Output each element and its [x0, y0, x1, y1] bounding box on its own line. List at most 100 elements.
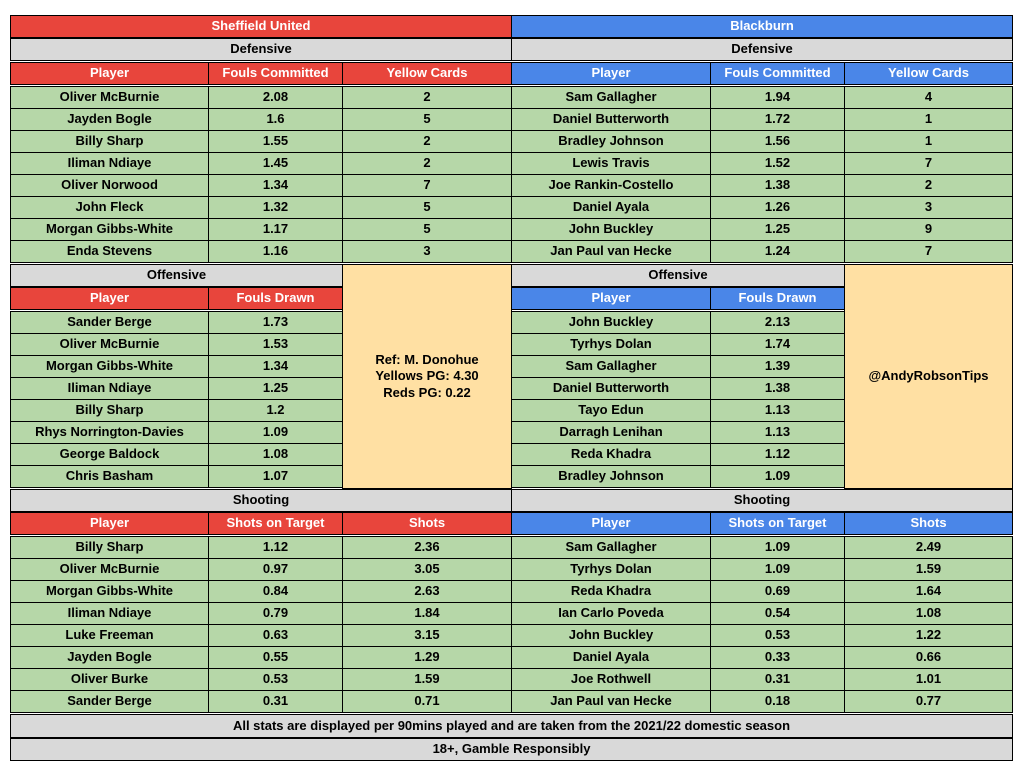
home-offensive-value-cell: 1.53 [208, 333, 343, 356]
away-shooting-value-cell: 1.08 [844, 602, 1013, 625]
home-offensive-section-header: Offensive [10, 264, 343, 287]
home-defensive-value-cell: 2.08 [208, 86, 343, 109]
home-offensive-player-cell: Oliver McBurnie [10, 333, 209, 356]
away-defensive-value-cell: 1.94 [710, 86, 845, 109]
home-col-header-shots: Shots [342, 512, 512, 535]
home-offensive-value-cell: 1.25 [208, 377, 343, 400]
home-shooting-value-cell: 1.29 [342, 646, 512, 669]
away-defensive-player-cell: John Buckley [511, 218, 711, 241]
away-offensive-player-cell: Darragh Lenihan [511, 421, 711, 444]
away-col-header-shots: Shots [844, 512, 1013, 535]
away-defensive-player-cell: Lewis Travis [511, 152, 711, 175]
away-defensive-value-cell: 1.26 [710, 196, 845, 219]
home-offensive-player-cell: Sander Berge [10, 311, 209, 334]
home-col-header-fouls-committed: Fouls Committed [208, 62, 343, 85]
away-shooting-player-cell: John Buckley [511, 624, 711, 647]
home-offensive-value-cell: 1.73 [208, 311, 343, 334]
away-offensive-player-cell: Sam Gallagher [511, 355, 711, 378]
home-shooting-value-cell: 0.31 [208, 690, 343, 713]
home-shooting-value-cell: 1.12 [208, 536, 343, 559]
home-col-header-player: Player [10, 62, 209, 85]
away-defensive-value-cell: 3 [844, 196, 1013, 219]
away-shooting-player-cell: Jan Paul van Hecke [511, 690, 711, 713]
away-defensive-value-cell: 1.56 [710, 130, 845, 153]
away-shooting-player-cell: Joe Rothwell [511, 668, 711, 691]
away-defensive-player-cell: Daniel Butterworth [511, 108, 711, 131]
home-defensive-value-cell: 5 [342, 218, 512, 241]
referee-reds: Reds PG: 0.22 [383, 384, 471, 400]
away-shooting-value-cell: 2.49 [844, 536, 1013, 559]
home-defensive-value-cell: 2 [342, 152, 512, 175]
home-defensive-player-cell: Oliver Norwood [10, 174, 209, 197]
footer-disclaimer: 18+, Gamble Responsibly [10, 738, 1013, 761]
home-shooting-value-cell: 0.55 [208, 646, 343, 669]
home-shooting-value-cell: 0.84 [208, 580, 343, 603]
away-offensive-player-cell: Bradley Johnson [511, 465, 711, 488]
away-shooting-value-cell: 1.64 [844, 580, 1013, 603]
away-defensive-player-cell: Sam Gallagher [511, 86, 711, 109]
away-shooting-value-cell: 1.59 [844, 558, 1013, 581]
home-shooting-player-cell: Iliman Ndiaye [10, 602, 209, 625]
home-defensive-player-cell: Oliver McBurnie [10, 86, 209, 109]
home-shooting-value-cell: 3.15 [342, 624, 512, 647]
home-defensive-player-cell: Billy Sharp [10, 130, 209, 153]
home-offensive-value-cell: 1.09 [208, 421, 343, 444]
away-shooting-player-cell: Tyrhys Dolan [511, 558, 711, 581]
away-offensive-value-cell: 1.09 [710, 465, 845, 488]
away-shooting-value-cell: 0.31 [710, 668, 845, 691]
home-defensive-value-cell: 2 [342, 130, 512, 153]
away-shooting-player-cell: Ian Carlo Poveda [511, 602, 711, 625]
home-shooting-value-cell: 1.84 [342, 602, 512, 625]
home-col-header-shots-on-target: Shots on Target [208, 512, 343, 535]
home-defensive-value-cell: 1.32 [208, 196, 343, 219]
away-shooting-value-cell: 1.01 [844, 668, 1013, 691]
home-defensive-value-cell: 1.16 [208, 240, 343, 263]
away-defensive-player-cell: Bradley Johnson [511, 130, 711, 153]
away-shooting-player-cell: Sam Gallagher [511, 536, 711, 559]
footer-note: All stats are displayed per 90mins playe… [10, 714, 1013, 738]
away-defensive-value-cell: 1 [844, 108, 1013, 131]
away-defensive-value-cell: 1.24 [710, 240, 845, 263]
home-shooting-value-cell: 0.63 [208, 624, 343, 647]
home-shooting-value-cell: 0.53 [208, 668, 343, 691]
away-shooting-player-cell: Daniel Ayala [511, 646, 711, 669]
away-shooting-value-cell: 0.77 [844, 690, 1013, 713]
home-col-header-fouls-drawn: Fouls Drawn [208, 287, 343, 310]
away-offensive-player-cell: Tyrhys Dolan [511, 333, 711, 356]
away-defensive-player-cell: Jan Paul van Hecke [511, 240, 711, 263]
home-defensive-value-cell: 2 [342, 86, 512, 109]
away-defensive-value-cell: 7 [844, 152, 1013, 175]
home-offensive-player-cell: Morgan Gibbs-White [10, 355, 209, 378]
away-offensive-player-cell: John Buckley [511, 311, 711, 334]
away-offensive-value-cell: 2.13 [710, 311, 845, 334]
away-defensive-value-cell: 1.25 [710, 218, 845, 241]
away-shooting-value-cell: 0.53 [710, 624, 845, 647]
away-offensive-value-cell: 1.38 [710, 377, 845, 400]
home-shooting-section-header: Shooting [10, 489, 512, 512]
away-defensive-value-cell: 2 [844, 174, 1013, 197]
away-offensive-value-cell: 1.13 [710, 421, 845, 444]
home-defensive-player-cell: Iliman Ndiaye [10, 152, 209, 175]
home-defensive-player-cell: John Fleck [10, 196, 209, 219]
home-defensive-player-cell: Jayden Bogle [10, 108, 209, 131]
away-shooting-value-cell: 1.09 [710, 536, 845, 559]
home-offensive-value-cell: 1.07 [208, 465, 343, 488]
home-defensive-value-cell: 3 [342, 240, 512, 263]
home-col-header-player: Player [10, 512, 209, 535]
home-offensive-player-cell: George Baldock [10, 443, 209, 466]
away-shooting-value-cell: 0.66 [844, 646, 1013, 669]
away-col-header-shots-on-target: Shots on Target [710, 512, 845, 535]
away-col-header-player: Player [511, 512, 711, 535]
home-offensive-value-cell: 1.08 [208, 443, 343, 466]
away-offensive-player-cell: Daniel Butterworth [511, 377, 711, 400]
away-shooting-section-header: Shooting [511, 489, 1013, 512]
home-offensive-value-cell: 1.34 [208, 355, 343, 378]
home-defensive-value-cell: 1.55 [208, 130, 343, 153]
home-team-header: Sheffield United [10, 15, 512, 38]
credit-handle: @AndyRobsonTips [844, 264, 1013, 489]
away-defensive-value-cell: 9 [844, 218, 1013, 241]
home-defensive-value-cell: 5 [342, 108, 512, 131]
home-shooting-value-cell: 0.71 [342, 690, 512, 713]
away-offensive-value-cell: 1.74 [710, 333, 845, 356]
